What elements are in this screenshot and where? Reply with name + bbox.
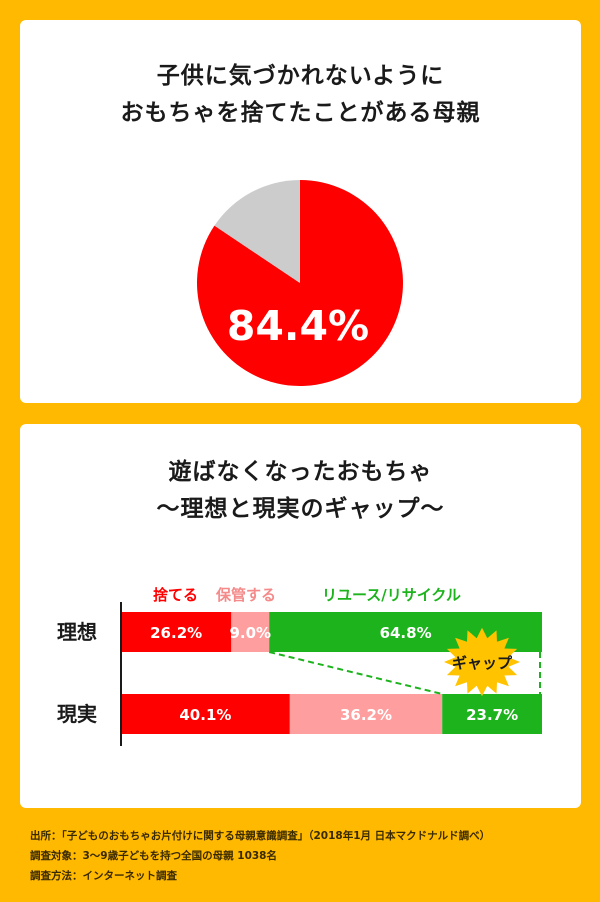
bar-value-label: 26.2% <box>150 624 202 642</box>
bar-segment <box>289 694 443 734</box>
legend-entry: 保管する <box>215 586 276 604</box>
gap-line-left <box>268 651 443 695</box>
gap-starburst-badge <box>444 627 520 697</box>
pie-value-label: 84.4% <box>227 302 369 350</box>
pie-chart-title: 子供に気づかれないように おもちゃを捨てたことがある母親 <box>20 58 581 132</box>
bar-title-line-2: 〜理想と現実のギャップ〜 <box>156 496 445 522</box>
bar-value-label: 9.0% <box>229 624 271 642</box>
bar-segment <box>442 694 542 734</box>
legend-entry: 捨てる <box>153 586 198 604</box>
legend-entry: リユース/リサイクル <box>322 586 461 604</box>
bar-chart-title: 遊ばなくなったおもちゃ 〜理想と現実のギャップ〜 <box>20 454 581 528</box>
category-label: 理想 <box>57 620 97 644</box>
pie-title-line-2: おもちゃを捨てたことがある母親 <box>120 100 481 126</box>
bar-value-label: 64.8% <box>380 624 432 642</box>
bar-value-label: 23.7% <box>466 706 518 724</box>
bar-segment <box>121 612 232 652</box>
bar-value-label: 40.1% <box>179 706 231 724</box>
category-label: 現実 <box>57 702 97 726</box>
bar-value-label: 36.2% <box>340 706 392 724</box>
pie-slice-other <box>214 180 300 283</box>
bar-chart-card: 遊ばなくなったおもちゃ 〜理想と現実のギャップ〜 捨てる 保管する リユース/リサイ… <box>20 424 581 808</box>
footer-notes: 出所：「子どものおもちゃお片付けに関する母親意識調査」（2018年1月 日本マク… <box>30 826 590 886</box>
gap-badge-label: ギャップ <box>452 654 513 672</box>
bar-segment <box>121 694 290 734</box>
pie-chart: 84.4% <box>197 180 403 386</box>
bar-title-line-1: 遊ばなくなったおもちゃ <box>168 459 433 485</box>
pie-chart-card: 子供に気づかれないように おもちゃを捨てたことがある母親 84.4% <box>20 20 581 403</box>
stacked-bar-chart: 捨てる 保管する リユース/リサイクル 26.2% 9.0% 64.8% 40.1% 36.2… <box>57 586 542 746</box>
pie-title-line-1: 子供に気づかれないように <box>156 63 445 89</box>
footer-method: 調査方法：インターネット調査 <box>30 870 177 882</box>
footer-source: 出所：「子どものおもちゃお片付けに関する母親意識調査」（2018年1月 日本マク… <box>30 830 491 842</box>
footer-subjects: 調査対象：3〜9歳子どもを持つ全国の母親 1038名 <box>30 850 277 862</box>
bar-segment <box>231 612 270 652</box>
